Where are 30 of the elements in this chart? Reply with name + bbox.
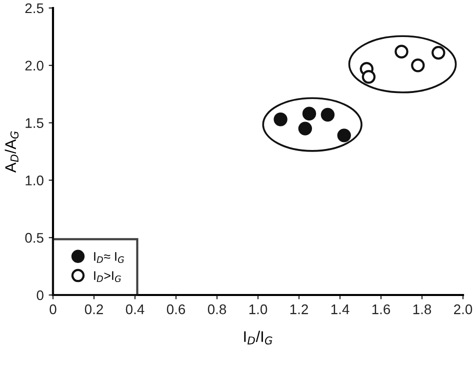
x-tick-label: 0 [50,304,56,314]
x-tick-label: 0.2 [84,304,103,314]
legend-label: I$_{D}$≈ I$_{G}$ [94,252,124,263]
point [274,112,288,126]
x-tick-label: 1.8 [413,304,432,314]
y-tick-label: 2.5 [25,3,44,14]
point [337,128,351,142]
x-tick-label: 1.6 [372,304,390,314]
y-tick-label: 0.5 [25,232,44,243]
x-axis-title: I$_{D}$/I$_{G}$ [244,330,272,345]
x-tick-label: 1.2 [290,304,308,314]
point [302,106,316,120]
x-tick-label: 1.0 [249,304,268,314]
x-tick-label: 2.0 [454,304,472,314]
y-axis-title: A$_{D}$/A$_{G}$ [4,131,19,173]
legend-label: I$_{D}$>I$_{G}$ [94,271,121,282]
y-tick-label: 0 [36,290,44,300]
point [394,44,408,58]
x-tick-label: 0.4 [126,304,144,314]
y-tick-label: 1.5 [26,118,44,128]
y-tick-label: 2.0 [25,60,44,71]
x-tick-label: 0.6 [166,304,186,314]
point [320,108,335,122]
point [432,46,446,60]
point [362,70,376,84]
point [411,58,425,72]
point [298,122,312,136]
y-tick-label: 1.0 [26,176,44,186]
x-tick-label: 1.4 [331,304,350,314]
x-tick-label: 0.8 [208,304,226,314]
